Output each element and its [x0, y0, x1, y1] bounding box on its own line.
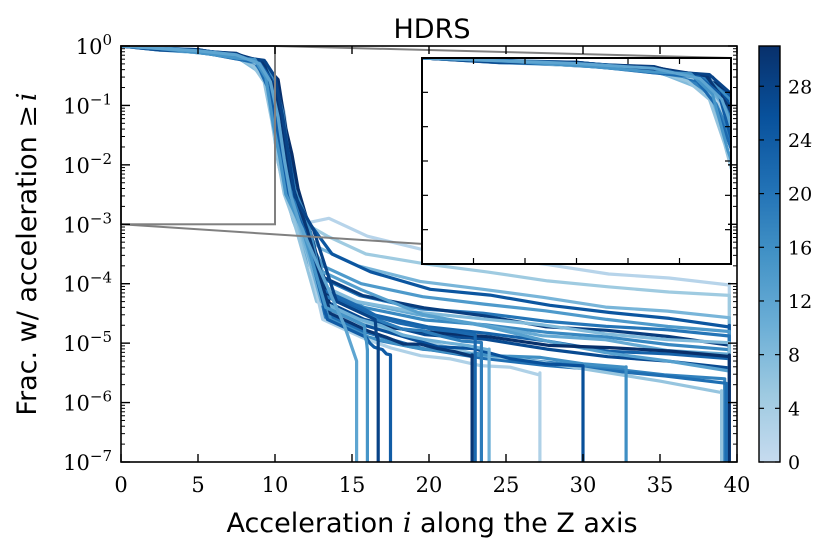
x-tick-label: 10: [262, 473, 289, 497]
x-tick-label: 25: [493, 473, 520, 497]
colorbar-ticks: 0 4 8 12 16 20 24 28: [759, 76, 812, 474]
y-tick-label: 10−7: [63, 447, 112, 475]
colorbar-tick-label: 4: [788, 398, 800, 420]
x-tick-label: 0: [114, 473, 127, 497]
x-tick-label: 15: [339, 473, 366, 497]
inset-series-line: [422, 58, 731, 164]
series-line: [121, 46, 380, 462]
series-line: [121, 46, 474, 462]
y-tick-label: 100: [76, 31, 112, 59]
zoom-region: [120, 45, 276, 226]
colorbar-tick-label: 0: [788, 452, 800, 474]
series-line: [121, 46, 393, 462]
x-tick-label: 20: [416, 473, 443, 497]
plot-lines: [121, 46, 731, 462]
y-tick-label: 10−3: [63, 209, 112, 237]
inset-lines: [422, 58, 731, 174]
y-axis-label: Frac. w/ acceleration ≥i: [12, 92, 43, 415]
x-tick-label: 5: [191, 473, 204, 497]
colorbar-tick-label: 28: [788, 76, 812, 98]
y-tick-label: 10−2: [63, 150, 112, 178]
x-axis-label: Acceleration i along the Z axis: [226, 508, 637, 539]
x-tick-label: 35: [647, 473, 674, 497]
colorbar-tick-label: 24: [788, 130, 812, 152]
inset-background: [422, 58, 731, 264]
y-tick-label: 10−5: [63, 328, 112, 356]
colorbar-tick-label: 12: [788, 291, 812, 313]
series-line: [121, 46, 369, 462]
colorbar-tick-label: 8: [788, 345, 800, 367]
colorbar-tick-label: 16: [788, 237, 812, 259]
y-tick-label: 10−1: [63, 90, 112, 118]
colorbar-tick-label: 20: [788, 184, 812, 206]
y-tick-label: 10−4: [63, 269, 112, 297]
inset-ticks: [422, 58, 731, 264]
chart-title: HDRS: [394, 14, 471, 45]
x-axis: 0 5 10 15 20 25 30 35 40: [114, 46, 750, 497]
x-tick-label: 30: [570, 473, 597, 497]
y-tick-label: 10−6: [63, 388, 112, 416]
zoom-connector-top: [274, 45, 732, 59]
x-tick-label: 40: [724, 473, 751, 497]
colorbar: [758, 45, 781, 463]
y-axis: 100 10−1 10−2 10−3 10−4 10−5 10−6 10−7: [63, 31, 737, 475]
